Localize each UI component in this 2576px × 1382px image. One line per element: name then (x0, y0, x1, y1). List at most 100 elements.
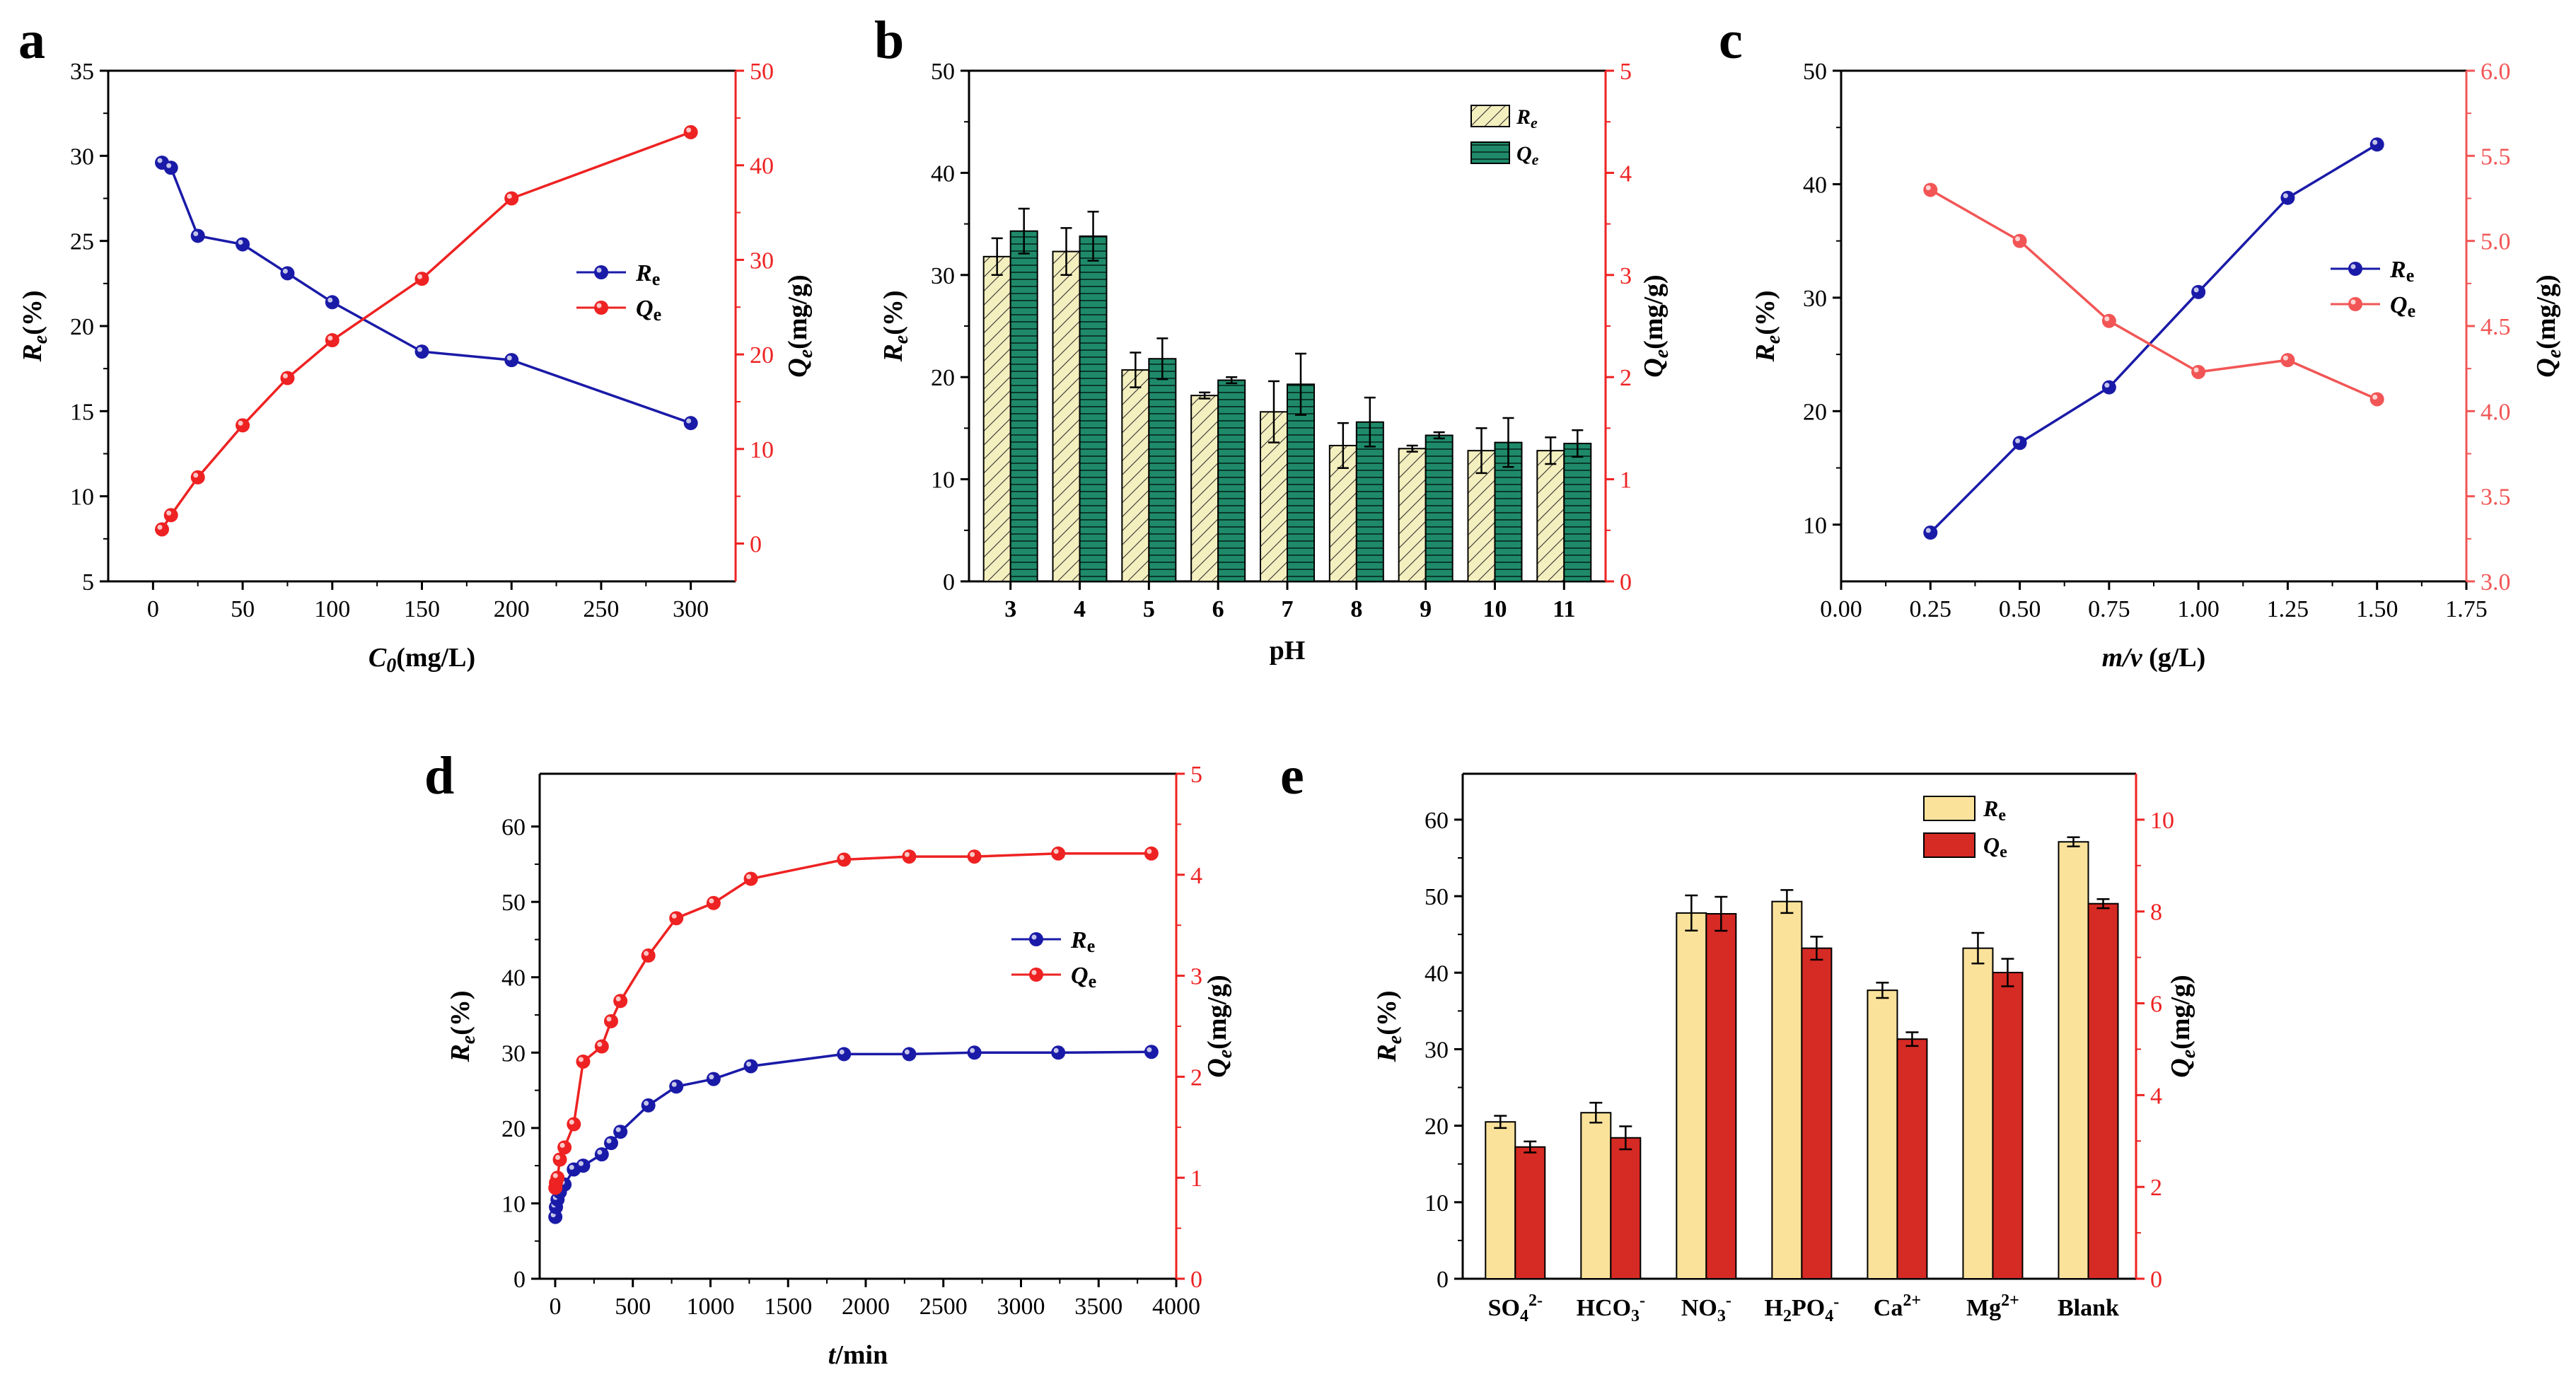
x-tick-label: 0.25 (1910, 596, 1952, 622)
x-tick-label: 1.25 (2267, 596, 2309, 622)
y-left-tick-label: 50 (1803, 59, 1827, 85)
data-point-R (504, 353, 519, 368)
data-point-Q (641, 948, 656, 963)
data-point-R-highlight (2015, 438, 2021, 443)
y-left-tick-label: 40 (501, 965, 526, 992)
data-point-Q (613, 994, 628, 1009)
x-tick-label: 0 (147, 596, 159, 622)
y-right-label: Qe(mg/g) (1639, 274, 1673, 377)
legend-label: Qe (1516, 142, 1539, 168)
bar-Re (1771, 900, 1803, 1280)
y-left-tick-label: 50 (1425, 884, 1449, 910)
y-right-tick-label: 5 (1620, 59, 1632, 85)
y-right-tick-label: 5 (1190, 762, 1202, 788)
data-point-R (902, 1047, 917, 1062)
data-point-Q-highlight (2015, 236, 2021, 242)
data-point-Q (567, 1117, 581, 1132)
data-point-R (706, 1072, 721, 1086)
bar-Qe (1494, 441, 1523, 583)
bar-Qe (1009, 230, 1038, 582)
x-tick-label: 150 (404, 596, 440, 622)
legend-marker (1029, 968, 1043, 982)
x-tick-label: 250 (583, 596, 619, 622)
data-point-Q-highlight (2372, 394, 2378, 400)
data-point-Q (669, 911, 684, 926)
chart-panel-c: 0.00 0.25 0.50 0.75 1.00 1.25 1.50 1.75 10 20 30 40… (1751, 59, 2565, 673)
data-point-Q (1051, 846, 1066, 861)
data-point-Q-highlight (193, 472, 199, 478)
data-point-R-highlight (644, 1101, 649, 1106)
series-line-Q (161, 131, 692, 530)
y-right-tick-label: 3 (1620, 263, 1632, 289)
y-right-tick-label: 3.0 (2481, 569, 2511, 596)
y-right-label: Qe(mg/g) (2531, 274, 2565, 377)
bar-Qe (1079, 235, 1108, 582)
legend-label: Qe (1983, 832, 2007, 861)
data-point-R-highlight (686, 418, 692, 424)
chart-panel-b: 0 10 20 30 40 50 0 1 2 3 4 5 3 4 5 6 7 8 9 10 11 Re(%) Qe(mg/g… (878, 59, 1673, 666)
data-point-R-highlight (970, 1047, 975, 1053)
x-tick-label: 10 (1483, 596, 1507, 622)
legend-marker (2348, 262, 2362, 276)
y-left-tick-label: 50 (501, 890, 526, 916)
bar-Re (1121, 369, 1150, 582)
data-point-Q-highlight (904, 852, 910, 857)
data-point-Q (190, 470, 205, 484)
legend-label: Re (1070, 927, 1095, 956)
data-point-Q (594, 1039, 609, 1054)
y-right-tick-label: 4 (2150, 1083, 2162, 1109)
data-point-R-highlight (2193, 287, 2199, 293)
data-point-R (967, 1045, 982, 1060)
data-point-Q-highlight (506, 194, 512, 199)
data-point-R-highlight (506, 355, 512, 361)
data-point-Q-highlight (839, 854, 845, 860)
data-point-R-highlight (166, 163, 172, 168)
bar-Qe (1355, 421, 1384, 583)
data-point-Q-highlight (327, 335, 333, 341)
y-left-tick-label: 20 (931, 365, 955, 391)
data-point-R (1051, 1045, 1066, 1060)
x-tick-label: Ca2+ (1874, 1291, 1921, 1321)
data-point-Q (683, 124, 698, 139)
data-point-Q-highlight (417, 274, 422, 279)
data-point-R-highlight (578, 1161, 584, 1166)
data-point-Q-highlight (552, 1173, 558, 1178)
series-line-R (554, 1050, 1151, 1217)
data-point-R-highlight (2372, 139, 2378, 145)
panel-label-b: b (874, 11, 904, 70)
bar-Qe (1425, 434, 1454, 582)
bar-Qe (1217, 379, 1246, 582)
legend-label: Qe (1071, 963, 1096, 992)
x-tick-label: 200 (494, 596, 530, 622)
y-left-tick-label: 25 (70, 229, 94, 255)
data-point-R (594, 1147, 609, 1162)
data-point-R-highlight (746, 1061, 752, 1067)
bar-Qe (1992, 972, 2024, 1280)
x-tick-label: 1.50 (2356, 596, 2398, 622)
x-tick-label: 9 (1420, 596, 1432, 622)
data-point-R-highlight (615, 1127, 621, 1132)
x-tick-label: 6 (1212, 596, 1224, 622)
x-tick-label: 8 (1350, 596, 1362, 622)
y-left-tick-label: 10 (501, 1191, 526, 1217)
y-right-label: Qe(mg/g) (783, 274, 817, 377)
x-tick-label: 4000 (1152, 1294, 1200, 1320)
y-left-tick-label: 20 (70, 314, 94, 340)
bar-Re (1190, 395, 1219, 583)
bar-Qe (1148, 358, 1177, 582)
x-tick-label: 11 (1553, 596, 1575, 622)
data-point-R (641, 1098, 656, 1113)
x-tick-label: 2500 (919, 1294, 968, 1320)
series-line-R (161, 161, 692, 424)
y-right-tick-label: 6.0 (2481, 59, 2511, 85)
y-left-label: Re(%) (1372, 990, 1406, 1062)
y-right-label: Qe(mg/g) (2166, 975, 2200, 1077)
data-point-R-highlight (238, 239, 243, 245)
data-point-Q-highlight (578, 1057, 584, 1062)
y-right-tick-label: 30 (750, 248, 774, 274)
x-axis-label: pH (1270, 636, 1306, 666)
y-left-tick-label: 15 (70, 399, 94, 425)
x-tick-label: 0.75 (2088, 596, 2130, 622)
y-left-tick-label: 30 (931, 263, 955, 289)
data-point-Q (837, 852, 852, 867)
